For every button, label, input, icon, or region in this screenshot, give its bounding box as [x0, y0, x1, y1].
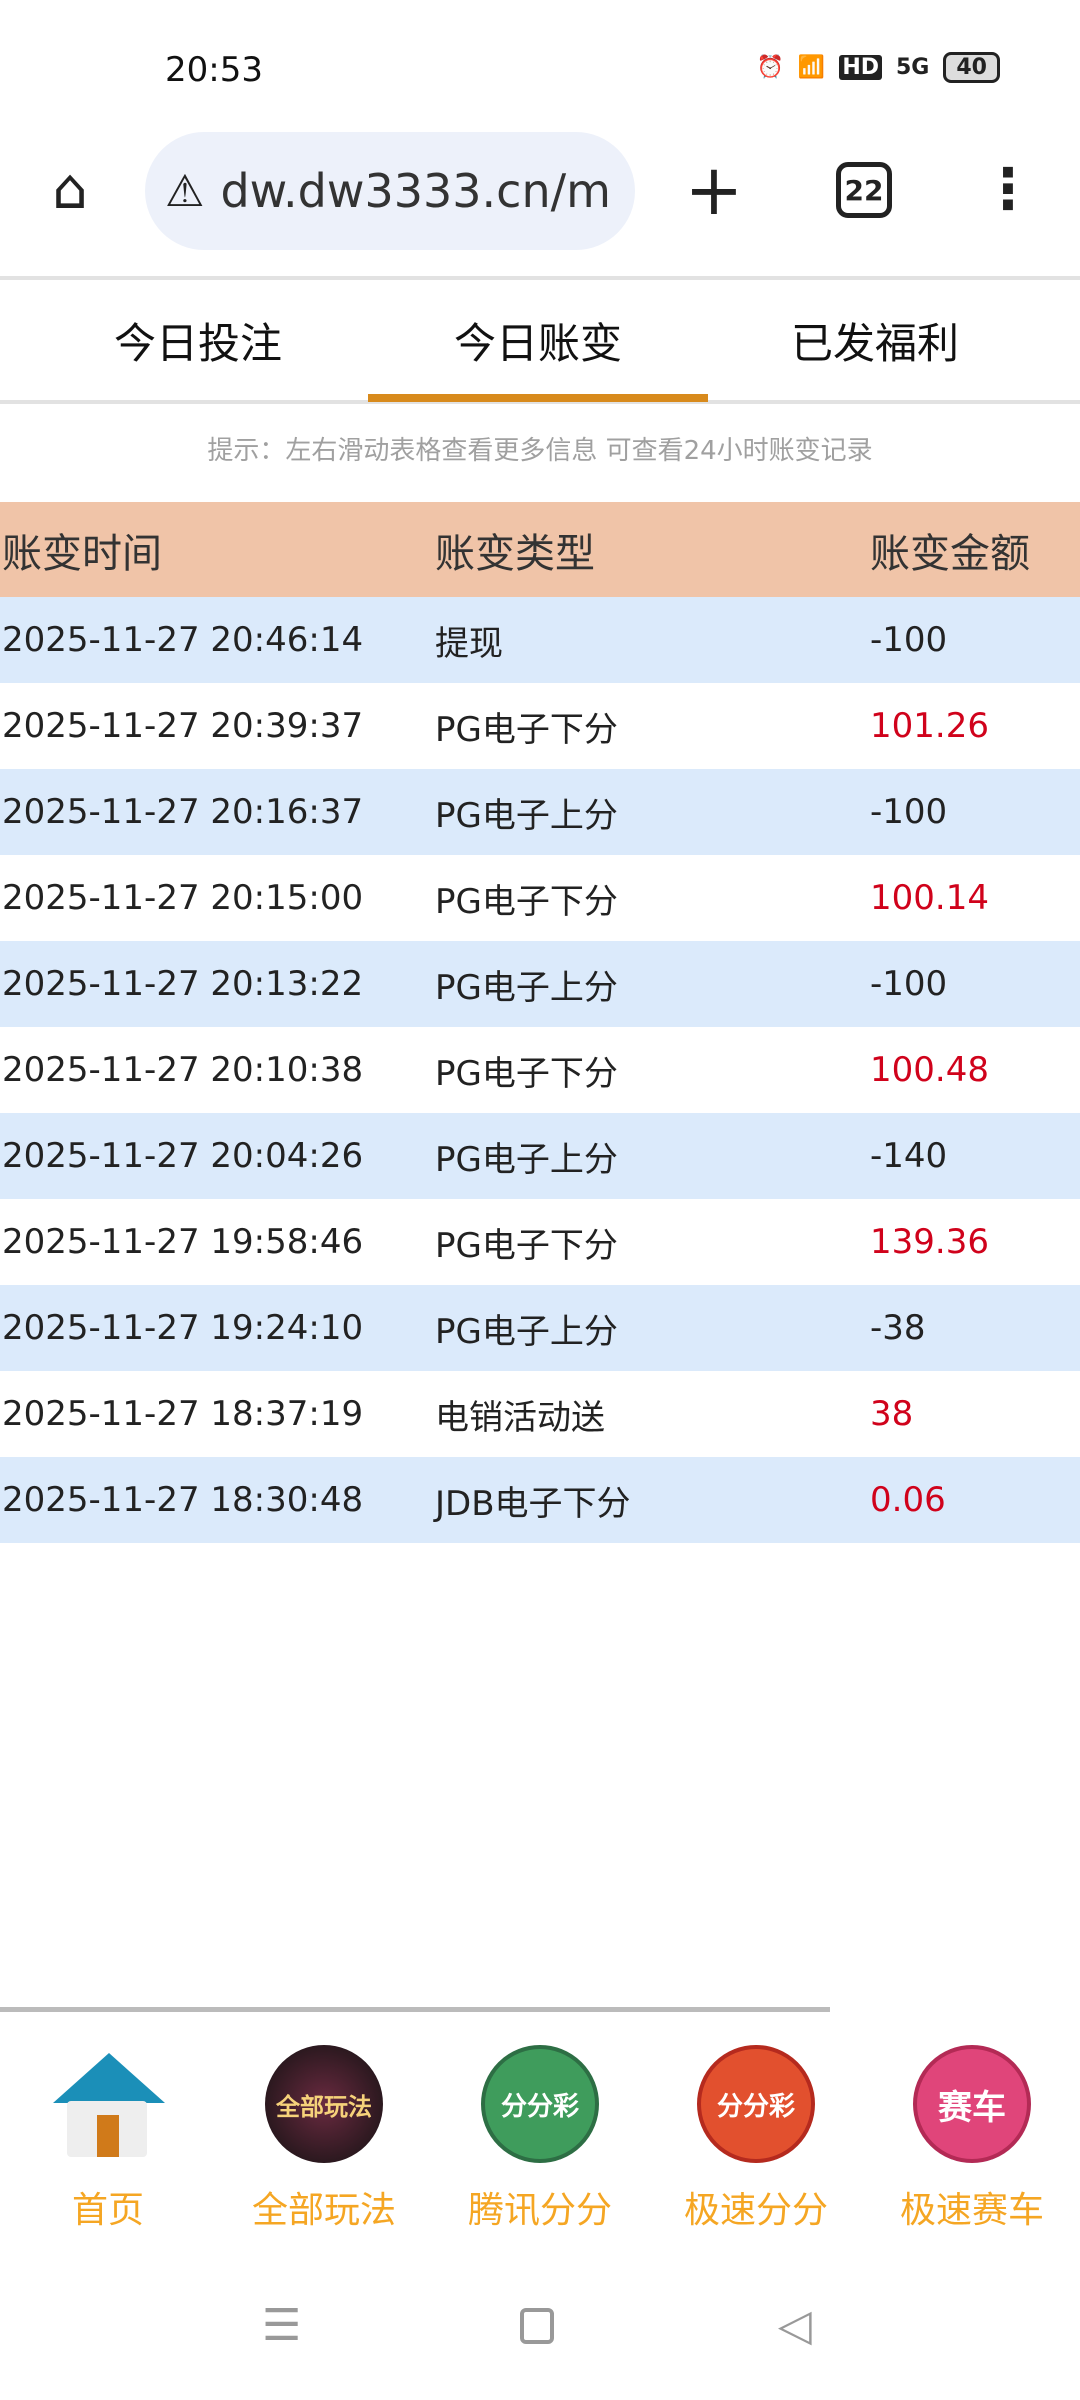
nav-home[interactable]: 首页: [0, 2040, 216, 2233]
table-row: 2025-11-27 19:24:10 PG电子上分 -38: [0, 1285, 1080, 1371]
back-icon[interactable]: ◁: [778, 2300, 812, 2351]
url-text[interactable]: dw.dw3333.cn/m: [220, 164, 611, 218]
table-row: 2025-11-27 20:16:37 PG电子上分 -100: [0, 769, 1080, 855]
table-row: 2025-11-27 20:04:26 PG电子上分 -140: [0, 1113, 1080, 1199]
table-row: 2025-11-27 20:15:00 PG电子下分 100.14: [0, 855, 1080, 941]
table-header: 账变时间 账变类型 账变金额: [0, 502, 1080, 597]
table-row: 2025-11-27 20:10:38 PG电子下分 100.48: [0, 1027, 1080, 1113]
cell-amount: 0.06: [870, 1480, 946, 1520]
clock: 20:53: [165, 50, 263, 90]
table-row: 2025-11-27 18:37:19 电销活动送 38: [0, 1371, 1080, 1457]
table-row: 2025-11-27 20:39:37 PG电子下分 101.26: [0, 683, 1080, 769]
header-time: 账变时间: [2, 530, 162, 577]
divider: [0, 400, 1080, 404]
cell-type: 电销活动送: [435, 1397, 605, 1438]
cell-type: PG电子上分: [435, 1139, 618, 1180]
cell-type: JDB电子下分: [435, 1483, 631, 1524]
nav-label: 极速分分: [683, 2190, 828, 2231]
nav-all-games[interactable]: 全部玩法 全部玩法: [216, 2040, 432, 2233]
menu-icon[interactable]: ⋮: [980, 157, 1036, 222]
status-icons: ⏰ 📶 HD 5G 40: [756, 52, 1000, 83]
cell-time: 2025-11-27 18:37:19: [2, 1394, 364, 1434]
cell-time: 2025-11-27 18:30:48: [2, 1480, 364, 1520]
cell-amount: 38: [870, 1394, 914, 1434]
nav-speed-racing[interactable]: 赛车 极速赛车: [864, 2040, 1080, 2233]
cell-amount: 139.36: [870, 1222, 989, 1262]
cell-amount: -100: [870, 620, 948, 660]
cell-time: 2025-11-27 20:10:38: [2, 1050, 364, 1090]
fenfencai-green-icon: 分分彩: [481, 2045, 599, 2163]
cell-amount: 100.14: [870, 878, 989, 918]
cell-amount: 101.26: [870, 706, 989, 746]
home-button-icon[interactable]: [520, 2308, 554, 2344]
cell-time: 2025-11-27 20:16:37: [2, 792, 364, 832]
url-bar[interactable]: ⚠ dw.dw3333.cn/m: [145, 132, 635, 250]
table-row: 2025-11-27 20:46:14 提现 -100: [0, 597, 1080, 683]
divider: [0, 276, 1080, 280]
cell-amount: -100: [870, 792, 948, 832]
tab-today-bets[interactable]: 今日投注: [113, 318, 282, 368]
new-tab-icon[interactable]: +: [684, 149, 744, 231]
cell-type: PG电子下分: [435, 881, 618, 922]
cell-type: PG电子上分: [435, 1311, 618, 1352]
cell-type: PG电子下分: [435, 709, 618, 750]
nav-tencent-fenfen[interactable]: 分分彩 腾讯分分: [432, 2040, 648, 2233]
cell-time: 2025-11-27 20:13:22: [2, 964, 364, 1004]
battery-icon: 40: [943, 52, 1000, 83]
cell-time: 2025-11-27 19:58:46: [2, 1222, 364, 1262]
cell-time: 2025-11-27 19:24:10: [2, 1308, 364, 1348]
nav-label: 腾讯分分: [467, 2190, 612, 2231]
table-row: 2025-11-27 19:58:46 PG电子下分 139.36: [0, 1199, 1080, 1285]
recents-icon[interactable]: ☰: [262, 2300, 302, 2351]
racing-flag-icon: 赛车: [913, 2045, 1031, 2163]
table-row: 2025-11-27 18:30:48 JDB电子下分 0.06: [0, 1457, 1080, 1543]
tab-welfare[interactable]: 已发福利: [790, 318, 959, 368]
warning-icon[interactable]: ⚠: [165, 165, 205, 217]
hd-icon: HD: [839, 55, 882, 80]
home-icon: [49, 2045, 167, 2163]
active-tab-indicator: [368, 394, 708, 402]
cell-amount: -100: [870, 964, 948, 1004]
alarm-icon: ⏰: [756, 55, 784, 80]
hint-text: 提示：左右滑动表格查看更多信息 可查看24小时账变记录: [207, 436, 873, 466]
cell-time: 2025-11-27 20:04:26: [2, 1136, 364, 1176]
nav-speed-fenfen[interactable]: 分分彩 极速分分: [648, 2040, 864, 2233]
all-games-icon: 全部玩法: [265, 2045, 383, 2163]
nav-label: 首页: [71, 2190, 144, 2231]
cell-type: PG电子上分: [435, 967, 618, 1008]
bottom-nav: 首页 全部玩法 全部玩法 分分彩 腾讯分分 分分彩 极速分分 赛车 极速赛车: [0, 2040, 1080, 2233]
status-bar: 20:53 ⏰ 📶 HD 5G 40: [0, 0, 1080, 120]
cell-type: PG电子下分: [435, 1053, 618, 1094]
header-type: 账变类型: [435, 530, 595, 577]
nav-label: 全部玩法: [251, 2190, 396, 2231]
cell-amount: -140: [870, 1136, 948, 1176]
cell-type: PG电子下分: [435, 1225, 618, 1266]
horizontal-scrollbar[interactable]: [0, 2007, 830, 2012]
header-amount: 账变金额: [870, 530, 1030, 577]
signal-icon: 5G: [896, 55, 930, 80]
cell-time: 2025-11-27 20:15:00: [2, 878, 364, 918]
nav-label: 极速赛车: [899, 2190, 1044, 2231]
cell-type: 提现: [435, 623, 503, 664]
table-row: 2025-11-27 20:13:22 PG电子上分 -100: [0, 941, 1080, 1027]
cell-amount: 100.48: [870, 1050, 989, 1090]
cell-amount: -38: [870, 1308, 926, 1348]
transactions-table[interactable]: 账变时间 账变类型 账变金额 2025-11-27 20:46:14 提现 -100…: [0, 502, 1080, 1543]
home-icon[interactable]: ⌂: [52, 157, 88, 222]
fenfencai-red-icon: 分分彩: [697, 2045, 815, 2163]
cell-time: 2025-11-27 20:39:37: [2, 706, 364, 746]
system-nav-bar: ☰ ◁: [0, 2300, 1080, 2370]
cell-type: PG电子上分: [435, 795, 618, 836]
tab-switcher-button[interactable]: 22: [836, 162, 892, 218]
tab-today-transactions[interactable]: 今日账变: [453, 318, 622, 368]
cell-time: 2025-11-27 20:46:14: [2, 620, 364, 660]
wifi-icon: 📶: [797, 55, 826, 80]
